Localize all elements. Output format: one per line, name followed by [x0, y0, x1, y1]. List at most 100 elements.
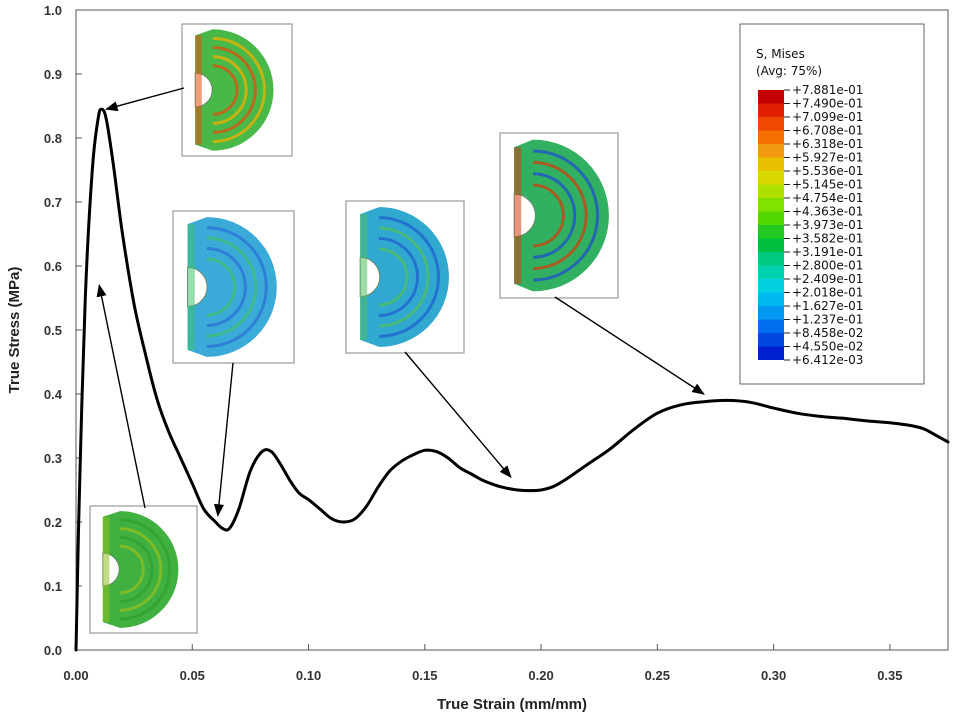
annotation-arrow: [105, 87, 185, 112]
legend-label: +4.550e-02: [792, 340, 863, 354]
x-tick-label: 0.35: [877, 668, 902, 683]
y-tick-label: 0.3: [44, 451, 62, 466]
legend-swatch: [758, 90, 784, 104]
y-tick-label: 0.9: [44, 67, 62, 82]
legend-label: +7.490e-01: [792, 97, 863, 111]
inset-peak: [181, 23, 293, 157]
x-tick-label: 0.00: [63, 668, 88, 683]
legend-swatch: [758, 333, 784, 347]
x-tick-label: 0.25: [645, 668, 670, 683]
inset-contour-band: [379, 226, 430, 328]
legend-title: S, Mises: [756, 47, 805, 61]
legend-swatch: [758, 103, 784, 117]
legend-label: +4.363e-01: [792, 205, 863, 219]
legend-label: +1.627e-01: [792, 299, 863, 313]
y-tick-label: 0.5: [44, 323, 62, 338]
x-tick-label: 0.30: [761, 668, 786, 683]
inset-contour-band: [206, 247, 247, 327]
inset-contour-band: [212, 64, 239, 116]
legend-swatch: [758, 279, 784, 293]
stress-strain-line: [74, 107, 950, 652]
inset-side-face: [195, 35, 202, 145]
x-tick-label: 0.20: [528, 668, 553, 683]
legend-swatch: [758, 130, 784, 144]
annotation-arrows: [96, 87, 705, 517]
inset-contour-band: [206, 226, 268, 348]
legend-subtitle: (Avg: 75%): [756, 64, 822, 78]
legend-label: +4.754e-01: [792, 191, 863, 205]
y-tick-label: 0.0: [44, 643, 62, 658]
legend-swatch: [758, 292, 784, 306]
legend-swatch: [758, 171, 784, 185]
y-tick-label: 0.2: [44, 515, 62, 530]
inset-side-face: [187, 224, 195, 350]
inset-side-face: [360, 214, 368, 340]
legend-swatch: [758, 184, 784, 198]
inset-contour-band: [533, 149, 599, 282]
legend-swatch: [758, 238, 784, 252]
inset-contour-band: [379, 216, 440, 338]
y-tick-label: 0.6: [44, 259, 62, 274]
legend-label: +2.018e-01: [792, 286, 863, 300]
y-tick-label: 0.7: [44, 195, 62, 210]
legend-swatch: [758, 265, 784, 279]
legend-label: +5.927e-01: [792, 151, 863, 165]
inset-elastic: [89, 505, 198, 634]
y-tick-label: 0.1: [44, 579, 62, 594]
legend-swatch: [758, 144, 784, 158]
axis-ticks: 0.00 0.05 0.10 0.15 0.20 0.25 0.30 0.35 0.0 0.1 0.…: [44, 3, 903, 683]
legend-label: +5.536e-01: [792, 164, 863, 178]
legend-label: +6.318e-01: [792, 137, 863, 151]
x-tick-label: 0.05: [180, 668, 205, 683]
y-axis-title: True Stress (MPa): [6, 267, 23, 394]
inset-contour-band: [119, 535, 154, 604]
inset-contour-band: [212, 36, 266, 144]
legend-label: +7.099e-01: [792, 110, 863, 124]
x-tick-label: 0.15: [412, 668, 437, 683]
inset-contour-band: [212, 55, 248, 125]
legend-swatch: [758, 252, 784, 266]
legend-label: +3.582e-01: [792, 232, 863, 246]
x-tick-label: 0.10: [296, 668, 321, 683]
y-tick-label: 1.0: [44, 3, 62, 18]
y-tick-label: 0.4: [44, 387, 63, 402]
legend-label: +6.708e-01: [792, 124, 863, 138]
legend-label: +5.145e-01: [792, 178, 863, 192]
legend-label: +6.412e-03: [792, 353, 863, 367]
x-axis-title: True Strain (mm/mm): [437, 696, 587, 713]
inset-contour-band: [212, 45, 257, 135]
legend-swatch: [758, 198, 784, 212]
inset-contour-band: [119, 518, 172, 621]
inset-contour-band: [379, 237, 419, 317]
inset-contour-band: [206, 236, 258, 338]
legend-swatch: [758, 346, 784, 360]
contour-legend: S, Mises (Avg: 75%) +7.881e-01+7.490e-01…: [739, 23, 925, 385]
legend-label: +8.458e-02: [792, 326, 863, 340]
y-tick-label: 0.8: [44, 131, 62, 146]
legend-label: +2.800e-01: [792, 259, 863, 273]
inset-plateau: [499, 132, 619, 299]
inset-contour-band: [533, 160, 588, 271]
legend-label: +2.409e-01: [792, 272, 863, 286]
inset-valley-2: [345, 200, 465, 354]
inset-contour-band: [533, 172, 577, 259]
inset-valley-1: [172, 210, 295, 364]
legend-swatch: [758, 319, 784, 333]
inset-side-face: [514, 147, 522, 284]
inset-contour-band: [533, 183, 565, 248]
legend-colorbar: +7.881e-01+7.490e-01+7.099e-01+6.708e-01…: [758, 83, 863, 367]
annotation-arrow: [213, 362, 234, 517]
legend-swatch: [758, 211, 784, 225]
legend-swatch: [758, 157, 784, 171]
inset-images: [89, 23, 619, 634]
inset-contour-band: [206, 257, 237, 317]
legend-label: +3.973e-01: [792, 218, 863, 232]
annotation-arrow: [96, 283, 146, 509]
legend-label: +3.191e-01: [792, 245, 863, 259]
inset-side-face: [102, 516, 110, 623]
legend-swatch: [758, 117, 784, 131]
legend-label: +7.881e-01: [792, 83, 863, 97]
annotation-arrow: [554, 296, 705, 395]
legend-swatch: [758, 225, 784, 239]
